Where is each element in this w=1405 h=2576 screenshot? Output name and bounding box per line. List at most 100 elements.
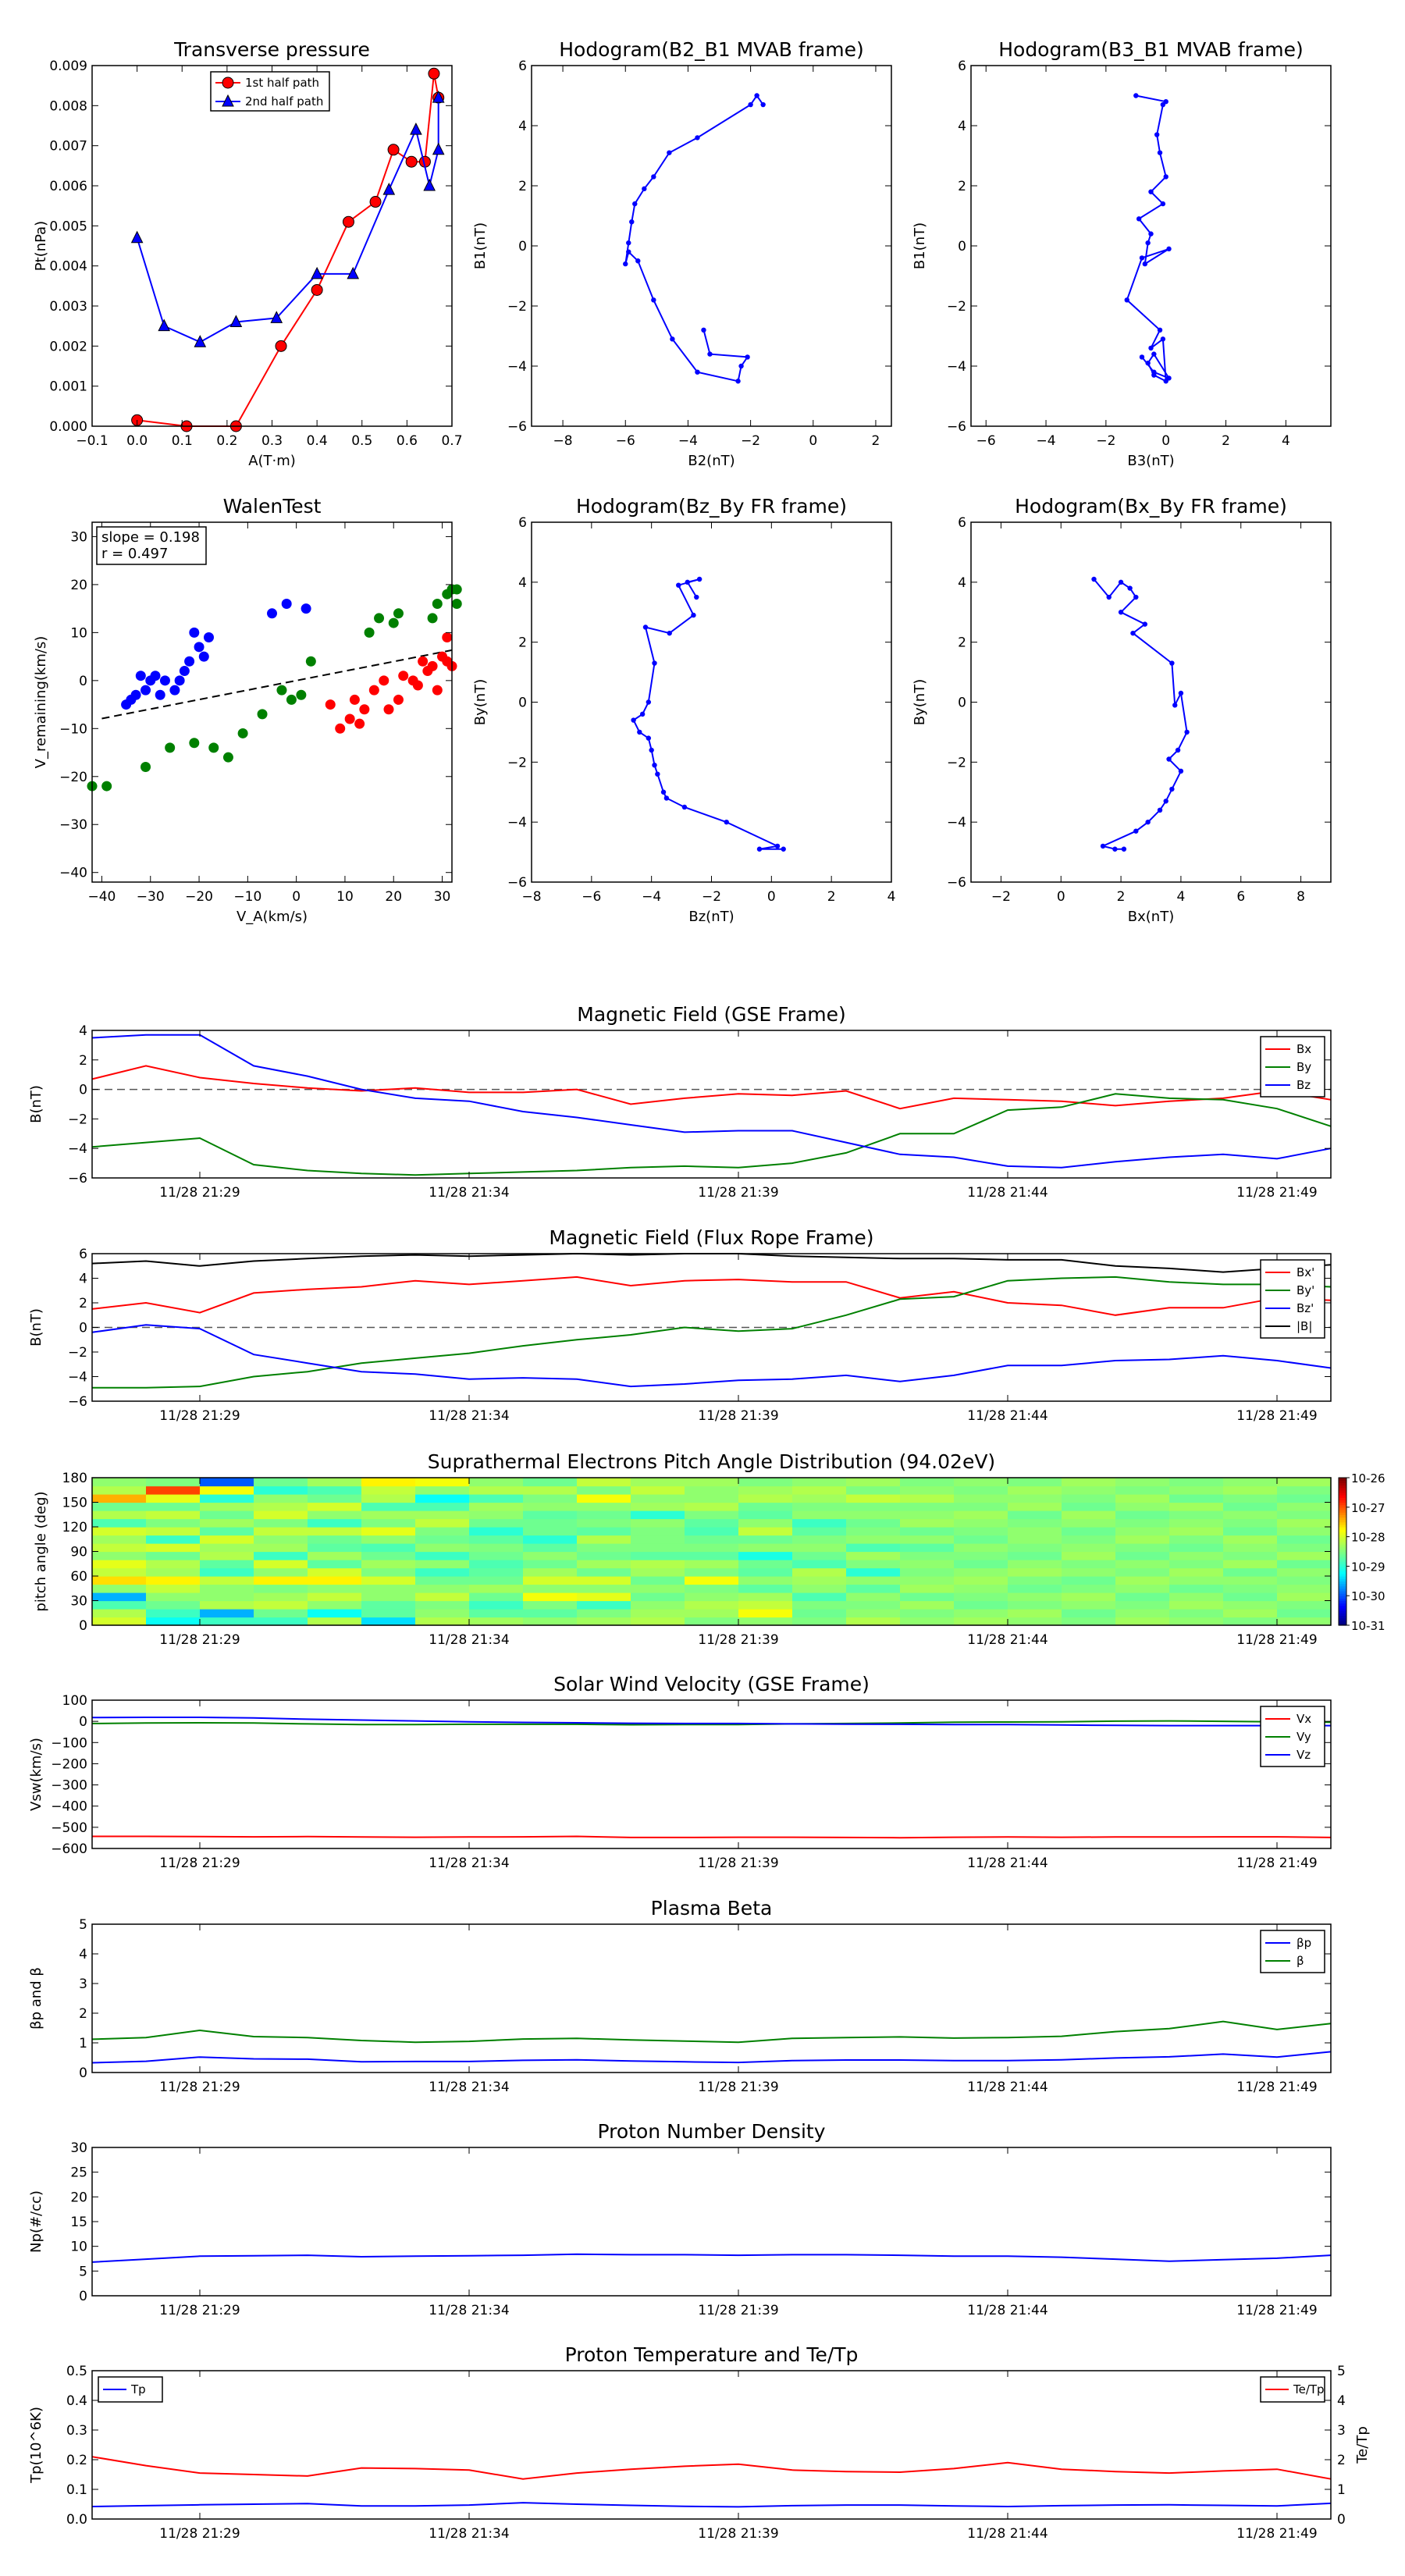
vsw-legend-label: Vx bbox=[1297, 1712, 1311, 1726]
vsw-xtick-label: 11/28 21:34 bbox=[429, 1856, 509, 1871]
hodo4-xtick-label: 6 bbox=[1236, 889, 1245, 905]
pad-colorbar-segment bbox=[1339, 1585, 1346, 1589]
pad-heatmap-cell bbox=[685, 1535, 739, 1544]
pad-heatmap-cell bbox=[846, 1600, 901, 1610]
tp-data-point bbox=[387, 144, 400, 156]
pad-heatmap-cell bbox=[631, 1527, 685, 1536]
hodo3-data-point bbox=[676, 582, 681, 588]
hodo3-data-point bbox=[646, 699, 652, 705]
pad-heatmap-cell bbox=[469, 1560, 524, 1569]
pad-heatmap-cell bbox=[685, 1560, 739, 1569]
pad-heatmap-cell bbox=[254, 1617, 308, 1626]
pad-heatmap-cell bbox=[631, 1592, 685, 1602]
walen-annotation-box bbox=[96, 526, 207, 565]
hodo3-data-point bbox=[681, 804, 688, 810]
pad-heatmap-cell bbox=[900, 1617, 955, 1626]
hodo1-xtick-label: −8 bbox=[553, 433, 573, 449]
pad-heatmap-cell bbox=[523, 1535, 578, 1544]
walen-data-point bbox=[184, 656, 195, 667]
pad-heatmap-cell bbox=[900, 1535, 955, 1544]
pad-colorbar-label: 10-28 bbox=[1351, 1531, 1385, 1545]
pad-colorbar-segment bbox=[1339, 1500, 1346, 1503]
pad-colorbar-segment bbox=[1339, 1532, 1346, 1535]
pad-heatmap-cell bbox=[1008, 1617, 1062, 1626]
pad-heatmap-cell bbox=[954, 1560, 1008, 1569]
tp2-legend-label: Tp bbox=[130, 2382, 146, 2396]
pad-heatmap-cell bbox=[792, 1609, 847, 1618]
pad-heatmap-cell bbox=[631, 1502, 685, 1511]
pad-colorbar-segment bbox=[1339, 1613, 1346, 1617]
walen-data-point bbox=[194, 642, 205, 653]
hodo1-data-point bbox=[695, 369, 700, 375]
pad-heatmap-cell bbox=[469, 1502, 524, 1511]
pad-heatmap-cell bbox=[846, 1551, 901, 1560]
walen-data-point bbox=[237, 728, 248, 738]
tp2-xtick-label: 11/28 21:39 bbox=[698, 2526, 778, 2542]
pad-heatmap-cell bbox=[200, 1518, 254, 1528]
pad-colorbar-segment bbox=[1339, 1536, 1346, 1540]
pad-heatmap-cell bbox=[92, 1567, 147, 1577]
hodo4-ylabel: By(nT) bbox=[912, 679, 928, 725]
pad-heatmap-cell bbox=[1062, 1494, 1116, 1503]
tp-xtick-label: 0.5 bbox=[351, 433, 372, 449]
hodo3-xtick-label: −6 bbox=[582, 889, 601, 905]
tp2-xtick-label: 11/28 21:49 bbox=[1236, 2526, 1317, 2542]
np-ytick-label: 25 bbox=[70, 2165, 87, 2181]
walen-ytick-label: −10 bbox=[59, 721, 87, 737]
pad-title: Suprathermal Electrons Pitch Angle Distr… bbox=[428, 1450, 995, 1473]
pad-heatmap-cell bbox=[92, 1510, 147, 1520]
vsw-ytick-label: −400 bbox=[51, 1799, 87, 1815]
tp2-ytick-label: 0.1 bbox=[66, 2482, 87, 2498]
pad-heatmap-cell bbox=[200, 1535, 254, 1544]
pad-heatmap-cell bbox=[523, 1609, 578, 1618]
hodo3-data-point bbox=[774, 843, 781, 849]
pad-heatmap-cell bbox=[577, 1485, 631, 1495]
pad-heatmap-cell bbox=[200, 1617, 254, 1626]
walen-data-point bbox=[286, 694, 297, 705]
pad-colorbar-segment bbox=[1339, 1573, 1346, 1577]
pad-colorbar-segment bbox=[1339, 1497, 1346, 1500]
pad-heatmap-cell bbox=[792, 1527, 847, 1536]
pad-heatmap-cell bbox=[146, 1535, 201, 1544]
bgse-series-bx-line bbox=[91, 1065, 1332, 1110]
beta-xtick-label: 11/28 21:44 bbox=[967, 2080, 1048, 2095]
tp-xtick-label: 0.1 bbox=[172, 433, 193, 449]
pad-heatmap-cell bbox=[254, 1502, 308, 1511]
hodo4-title: Hodogram(Bx_By FR frame) bbox=[1015, 495, 1287, 518]
pad-heatmap-cell bbox=[900, 1485, 955, 1495]
walen-ytick-label: −20 bbox=[59, 770, 87, 785]
hodo2-xtick-label: −4 bbox=[1037, 433, 1056, 449]
tp-data-point bbox=[311, 266, 323, 279]
pad-heatmap-cell bbox=[1223, 1478, 1278, 1487]
pad-heatmap-cell bbox=[738, 1485, 793, 1495]
hodo2-data-point bbox=[1151, 369, 1157, 375]
pad-heatmap-cell bbox=[254, 1535, 308, 1544]
pad-heatmap-cell bbox=[1277, 1584, 1332, 1593]
hodo1-data-point bbox=[735, 379, 741, 384]
pad-heatmap-cell bbox=[1169, 1560, 1224, 1569]
bfr-xtick-label: 11/28 21:34 bbox=[429, 1408, 509, 1424]
pad-heatmap-cell bbox=[577, 1510, 631, 1520]
pad-heatmap-cell bbox=[738, 1551, 793, 1560]
hodo3-data-point bbox=[631, 717, 636, 723]
tp2-series-tp-line bbox=[91, 2502, 1332, 2508]
pad-heatmap-cell bbox=[523, 1527, 578, 1536]
hodo3-data-point bbox=[639, 711, 646, 717]
pad-heatmap-cell bbox=[469, 1609, 524, 1618]
pad-ytick-label: 150 bbox=[62, 1496, 87, 1511]
bgse-ytick-label: 2 bbox=[79, 1053, 87, 1069]
hodo2-data-point bbox=[1139, 354, 1145, 360]
hodo3-data-point bbox=[646, 735, 652, 741]
hodo2-data-point bbox=[1157, 150, 1163, 155]
vsw-ytick-label: −200 bbox=[51, 1756, 87, 1772]
hodo4-data-point bbox=[1130, 630, 1136, 636]
pad-heatmap-cell bbox=[308, 1502, 362, 1511]
pad-heatmap-cell bbox=[1223, 1617, 1278, 1626]
tp-ytick-label: 0.003 bbox=[49, 299, 87, 315]
beta-series-p-line bbox=[91, 2051, 1332, 2064]
pad-heatmap-cell bbox=[1115, 1600, 1170, 1610]
hodo1-frame bbox=[531, 65, 892, 427]
pad-heatmap-cell bbox=[685, 1502, 739, 1511]
walen-data-point bbox=[432, 598, 443, 609]
pad-heatmap-cell bbox=[738, 1584, 793, 1593]
